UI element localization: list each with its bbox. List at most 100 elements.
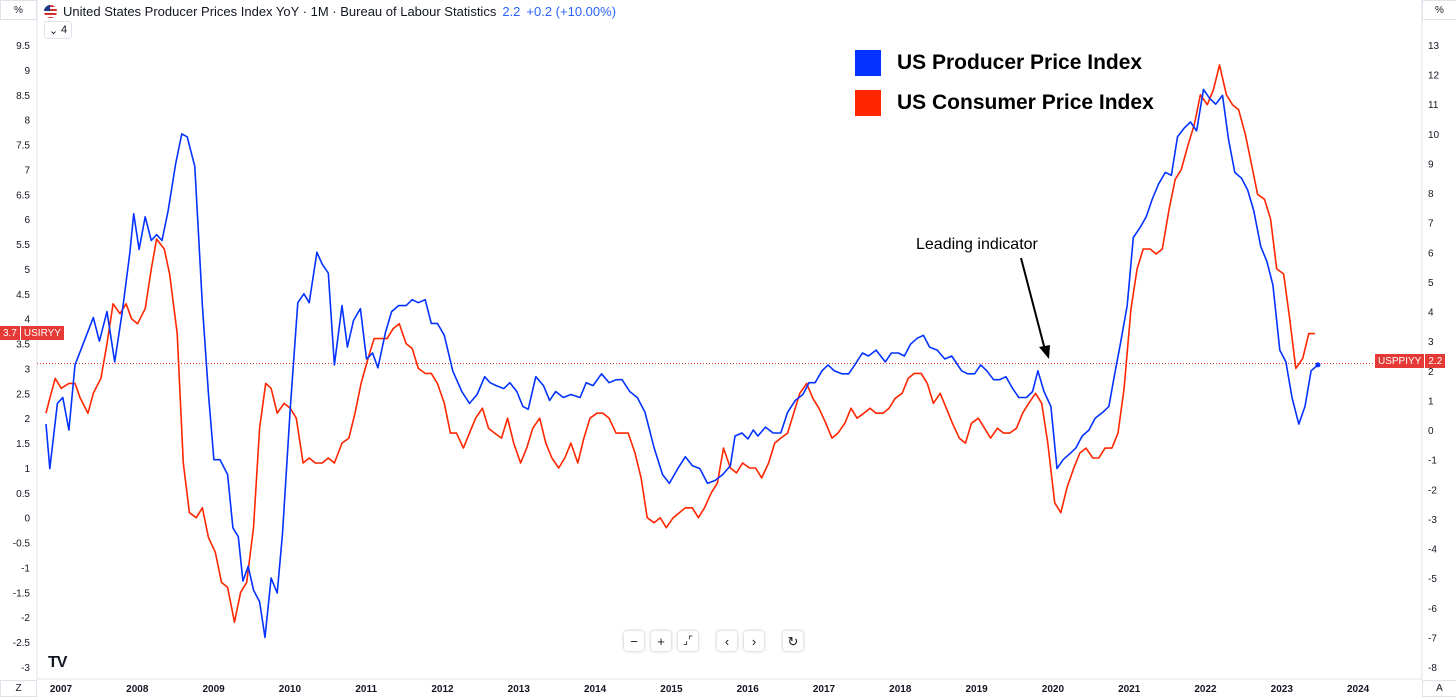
right-tick-label: 6 [1428,248,1434,259]
x-tick-label: 2021 [1118,684,1141,695]
left-axis-unit[interactable]: % [0,0,37,20]
right-tick-label: -3 [1428,515,1437,526]
right-tick-label: 10 [1428,130,1440,141]
chart-header: United States Producer Prices Index YoY … [44,2,616,20]
left-tick-label: 0 [24,514,30,525]
reset-chart-button[interactable]: ↻ [783,631,803,651]
us-flag-icon [44,4,57,18]
right-tick-label: 7 [1428,219,1434,230]
x-tick-label: 2023 [1271,684,1294,695]
left-tick-label: -1.5 [13,588,31,599]
left-tick-label: -1 [21,563,30,574]
legend-label-cpi: US Consumer Price Index [897,91,1154,114]
right-tick-label: 8 [1428,189,1434,200]
right-tick-label: -7 [1428,633,1437,644]
right-tick-label: 5 [1428,278,1434,289]
timezone-button[interactable]: Z [0,680,37,697]
chevron-right-icon: › [751,633,757,649]
left-tick-label: 2 [24,414,30,425]
right-price-tag: USPPIYY 2.2 [1375,354,1446,368]
refresh-icon: ↻ [787,633,799,649]
series-line-us-consumer-price-index [45,64,1315,624]
zoom-in-button[interactable]: + [651,631,671,651]
series-layer [45,64,1321,639]
left-tick-label: 3 [24,364,30,375]
x-tick-label: 2010 [279,684,302,695]
x-tick-label: 2013 [508,684,531,695]
chart-title[interactable]: United States Producer Prices Index YoY … [63,3,497,19]
legend-swatch-cpi [855,90,881,116]
left-price-tag-symbol: USIRYY [19,326,64,340]
legend-label-ppi: US Producer Price Index [897,51,1143,74]
x-tick-label: 2014 [584,684,607,695]
left-tick-label: 8 [24,116,30,127]
x-tick-label: 2018 [889,684,912,695]
right-tick-label: -4 [1428,545,1437,556]
left-tick-label: 9.5 [16,41,30,52]
x-tick-label: 2017 [813,684,836,695]
left-price-tag: 3.7 USIRYY [0,326,64,340]
left-tick-label: -2.5 [13,638,31,649]
left-tick-label: 6.5 [16,190,30,201]
indicator-count: 4 [61,24,68,36]
x-tick-label: 2016 [737,684,760,695]
x-tick-label: 2012 [431,684,454,695]
plus-icon: + [657,633,665,649]
scroll-left-button[interactable]: ‹ [717,631,737,651]
x-tick-label: 2020 [1042,684,1065,695]
left-tick-label: 1 [24,464,30,475]
chart-navigation: − + ⌟⌜ ‹ › ↻ [624,631,803,651]
last-value: 2.2 [502,3,521,19]
x-tick-label: 2011 [355,684,377,695]
left-tick-label: 7 [24,165,30,176]
right-price-tag-value: 2.2 [1424,354,1446,368]
chevron-down-icon: ⌄ [48,24,59,37]
last-point-marker [1315,362,1321,368]
chevron-left-icon: ‹ [724,633,730,649]
indicators-toggle[interactable]: ⌄ 4 [44,21,72,39]
right-tick-label: -1 [1428,456,1437,467]
x-tick-label: 2019 [965,684,988,695]
right-tick-label: 11 [1428,100,1439,111]
left-tick-label: 3.5 [16,340,30,351]
tradingview-logo[interactable]: TV [48,654,67,671]
right-tick-label: 9 [1428,159,1434,170]
auto-scale-button[interactable]: A [1422,680,1456,697]
right-tick-label: -8 [1428,663,1437,674]
right-tick-label: 4 [1428,308,1434,319]
scroll-right-button[interactable]: › [744,631,764,651]
left-tick-label: 8.5 [16,91,30,102]
zoom-out-button[interactable]: − [624,631,644,651]
reset-scale-button[interactable]: ⌟⌜ [678,631,698,651]
series-line-us-producer-price-index [45,88,1319,639]
value-change: +0.2 (+10.00%) [526,3,617,19]
left-tick-label: 4.5 [16,290,30,301]
x-tick-label: 2009 [202,684,225,695]
left-tick-label: 5.5 [16,240,30,251]
x-tick-label: 2008 [126,684,149,695]
x-tick-label: 2024 [1347,684,1370,695]
legend-item-ppi: US Producer Price Index [855,50,1142,76]
right-tick-label: -6 [1428,604,1437,615]
left-tick-label: 9 [24,66,30,77]
right-tick-label: 2 [1428,367,1434,378]
x-axis-ticks: 2007 2008 2009 2010 2011 2012 2013 2014 2015 2016… [50,684,1370,695]
right-tick-label: -5 [1428,574,1437,585]
left-tick-label: 5 [24,265,30,276]
minus-icon: − [630,633,638,649]
right-axis-unit[interactable]: % [1422,0,1456,20]
right-tick-label: 3 [1428,337,1434,348]
right-tick-label: -2 [1428,485,1437,496]
left-tick-label: -0.5 [13,539,31,550]
x-tick-label: 2007 [50,684,73,695]
x-tick-label: 2015 [660,684,683,695]
left-axis-ticks: 9.5 9 8.5 8 7.5 7 6.5 6 5.5 5 4.5 4 3.5 3 2.5 2 1.5 1 0.5 0… [13,41,31,674]
right-tick-label: 1 [1428,396,1434,407]
left-tick-label: 0.5 [16,489,30,500]
annotation-label: Leading indicator [916,236,1038,253]
left-tick-label: -2 [21,613,30,624]
right-tick-label: 13 [1428,41,1440,52]
left-price-tag-value: 3.7 [0,326,20,340]
